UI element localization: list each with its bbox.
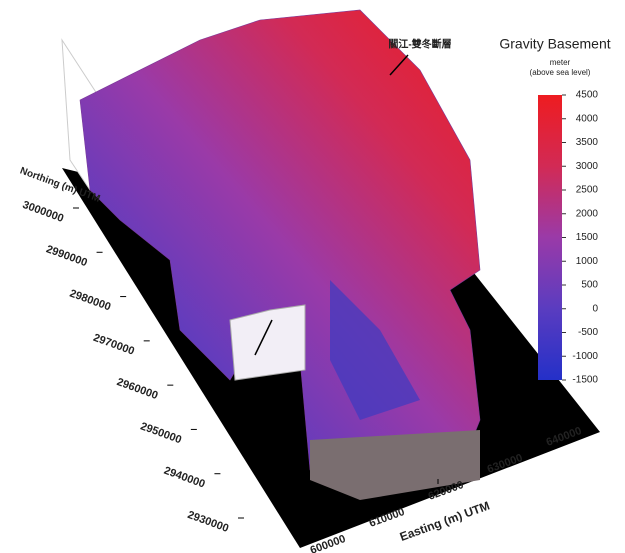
colorbar-tick-label: 3500 xyxy=(576,137,599,148)
colorbar-tick-label: 500 xyxy=(581,280,598,291)
colorbar-tick-label: 0 xyxy=(592,303,598,314)
colorbar-tick-label: 3000 xyxy=(576,161,599,172)
colorbar-tick-label: -1000 xyxy=(572,351,598,362)
colorbar xyxy=(538,95,562,380)
y-tick-label: 2980000 xyxy=(68,288,112,314)
y-tick-label: 3000000 xyxy=(21,199,65,225)
colorbar-tick-label: 4500 xyxy=(576,90,599,101)
y-tick-label: 2940000 xyxy=(162,465,206,491)
colorbar-tick-label: 2500 xyxy=(576,185,599,196)
y-tick-label: 2930000 xyxy=(186,509,230,535)
page: 關江-雙冬斷層 Gravity Basement meter (above se… xyxy=(0,0,625,553)
colorbar-tick-label: 2000 xyxy=(576,208,599,219)
colorbar-label: meter xyxy=(550,58,571,67)
colorbar-tick-label: -500 xyxy=(578,327,598,338)
colorbar-tick-label: 1000 xyxy=(576,256,599,267)
colorbar-sublabel: (above sea level) xyxy=(530,68,591,77)
annotation: 關江-雙冬斷層 xyxy=(388,38,451,51)
x-axis-label: Easting (m) UTM xyxy=(398,498,492,544)
chart-title: Gravity Basement xyxy=(499,36,610,52)
colorbar-tick-label: -1500 xyxy=(572,375,598,386)
y-tick-label: 2970000 xyxy=(92,332,136,358)
y-tick-label: 2950000 xyxy=(139,420,183,446)
y-tick-label: 2960000 xyxy=(115,376,159,402)
y-tick-label: 2990000 xyxy=(44,243,88,269)
colorbar-tick-label: 1500 xyxy=(576,232,599,243)
colorbar-tick-label: 4000 xyxy=(576,113,599,124)
chart: 關江-雙冬斷層 Gravity Basement meter (above se… xyxy=(0,0,625,553)
